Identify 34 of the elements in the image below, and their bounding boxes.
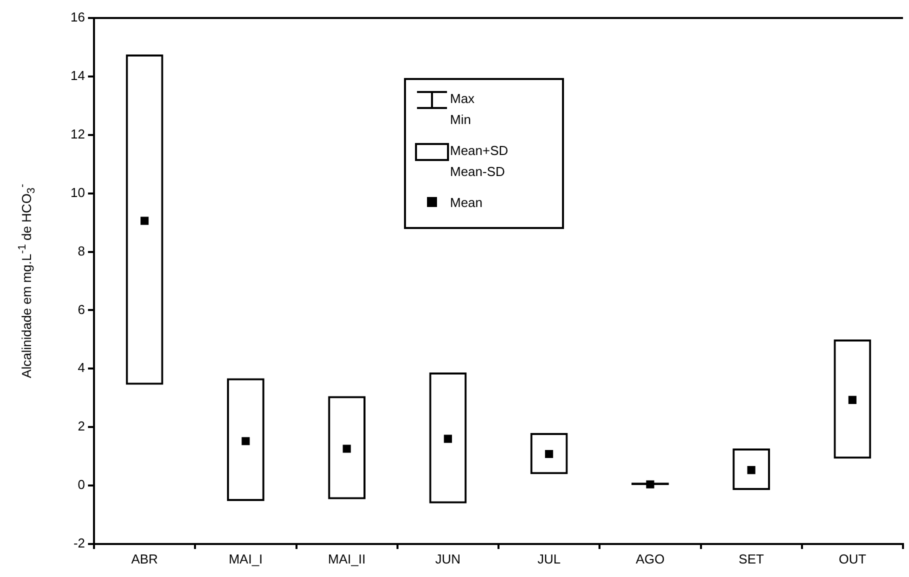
- y-tick-label: 4: [78, 360, 85, 376]
- point: [342, 444, 351, 453]
- x-tick-label: JUL: [538, 551, 561, 566]
- point: [444, 434, 452, 443]
- y-tick-label: 10: [70, 184, 85, 200]
- y-tick-label: 12: [70, 126, 85, 142]
- x-tick-label: MAI_II: [328, 551, 366, 566]
- x-tick-label: AGO: [636, 551, 665, 566]
- y-tick-label: 16: [70, 10, 85, 25]
- bar: [429, 372, 467, 504]
- annotation: Max Min: [450, 90, 475, 129]
- bar: [732, 448, 770, 490]
- bar: [328, 396, 366, 500]
- point: [747, 466, 756, 474]
- y-tick-label: 2: [78, 418, 85, 434]
- legend-label: Mean: [450, 194, 483, 212]
- legend-label: Mean+SD Mean-SD: [450, 142, 508, 181]
- x-tick-label: SET: [738, 551, 764, 566]
- y-tick-label: 0: [78, 477, 85, 492]
- y-tick-label: 6: [78, 302, 85, 317]
- x-tick-label: ABR: [131, 551, 158, 566]
- bar: [226, 378, 264, 502]
- x-tick-label: MAI_I: [228, 551, 263, 566]
- bar: [834, 339, 872, 459]
- point: [242, 437, 250, 446]
- y-tick-label: 14: [70, 68, 85, 84]
- y-tick-label: 8: [78, 243, 85, 258]
- y-tick-label: -2: [73, 536, 85, 551]
- bar: [126, 54, 164, 385]
- point: [140, 216, 149, 225]
- x-tick-label: OUT: [838, 551, 866, 566]
- point: [646, 480, 654, 488]
- x-tick-label: JUN: [435, 551, 461, 566]
- point: [848, 396, 856, 404]
